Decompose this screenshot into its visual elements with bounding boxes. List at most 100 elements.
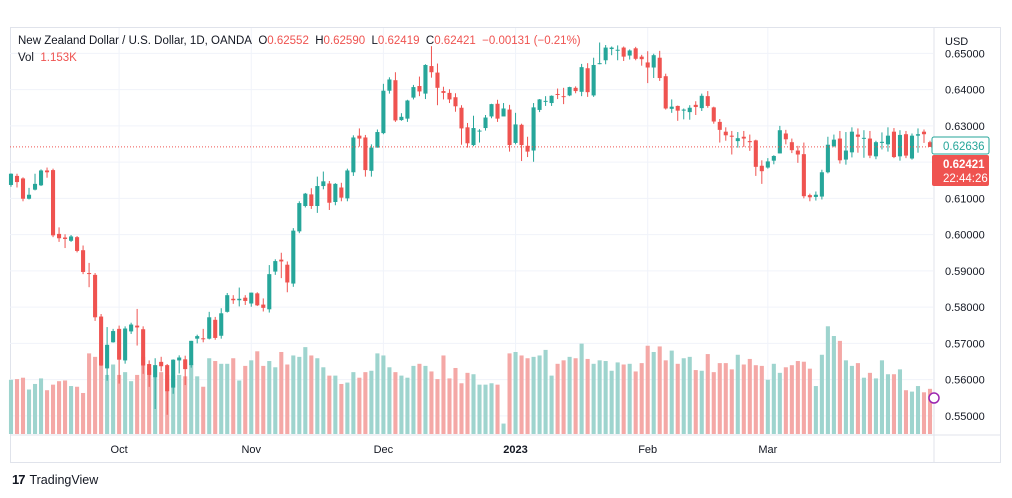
candle-body[interactable]	[669, 106, 674, 109]
candle-body[interactable]	[417, 86, 422, 92]
candle-body[interactable]	[663, 76, 668, 109]
candle-body[interactable]	[261, 304, 266, 308]
candle-body[interactable]	[789, 142, 794, 151]
candle-body[interactable]	[183, 359, 188, 370]
candle-body[interactable]	[243, 297, 248, 301]
brand-name[interactable]: TradingView	[29, 472, 99, 487]
candle-body[interactable]	[687, 107, 692, 113]
time-axis[interactable]: Oct Nov Dec 2023 Feb Mar	[111, 444, 778, 456]
candle-body[interactable]	[657, 57, 662, 79]
candle-body[interactable]	[405, 100, 410, 119]
candle-body[interactable]	[855, 134, 860, 137]
candle-body[interactable]	[285, 264, 290, 283]
candle-body[interactable]	[675, 105, 680, 111]
candle-body[interactable]	[651, 55, 656, 68]
candle-body[interactable]	[549, 95, 554, 104]
candle-body[interactable]	[633, 48, 638, 59]
candle-body[interactable]	[26, 194, 32, 199]
candle-body[interactable]	[447, 92, 452, 100]
candle-body[interactable]	[771, 155, 776, 161]
candle-body[interactable]	[465, 127, 470, 144]
candle-body[interactable]	[609, 47, 614, 50]
candle-body[interactable]	[171, 359, 176, 388]
candle-body[interactable]	[225, 295, 230, 312]
candle-body[interactable]	[567, 87, 572, 96]
candle-body[interactable]	[129, 324, 134, 332]
candle-body[interactable]	[603, 47, 608, 61]
candle-body[interactable]	[44, 170, 50, 173]
candle-body[interactable]	[495, 103, 500, 119]
candle-body[interactable]	[32, 183, 38, 190]
candle-body[interactable]	[363, 137, 368, 171]
candle-body[interactable]	[333, 183, 338, 202]
candle-body[interactable]	[795, 150, 800, 155]
candle-body[interactable]	[807, 195, 812, 198]
candle-body[interactable]	[519, 124, 524, 146]
candle-body[interactable]	[531, 107, 536, 151]
candle-body[interactable]	[819, 172, 824, 197]
candle-body[interactable]	[453, 97, 458, 107]
candle-body[interactable]	[627, 50, 632, 56]
candle-body[interactable]	[813, 194, 818, 197]
candle-body[interactable]	[843, 150, 848, 160]
candle-body[interactable]	[87, 273, 92, 275]
candle-body[interactable]	[219, 313, 224, 336]
candle-body[interactable]	[831, 139, 836, 147]
candle-body[interactable]	[38, 170, 44, 186]
candle-body[interactable]	[693, 104, 698, 108]
alert-marker[interactable]	[928, 392, 940, 404]
candle-body[interactable]	[429, 66, 434, 73]
candle-body[interactable]	[879, 141, 884, 143]
candle-body[interactable]	[399, 116, 404, 121]
candle-body[interactable]	[585, 68, 590, 93]
candle-body[interactable]	[69, 236, 74, 241]
candle-body[interactable]	[297, 203, 302, 232]
candle-body[interactable]	[351, 137, 356, 173]
candle-body[interactable]	[765, 161, 770, 168]
candle-body[interactable]	[705, 96, 710, 106]
candle-body[interactable]	[825, 144, 830, 173]
candle-body[interactable]	[849, 131, 854, 153]
candle-body[interactable]	[345, 170, 350, 199]
candle-body[interactable]	[153, 365, 158, 378]
candle-body[interactable]	[255, 293, 260, 306]
candle-body[interactable]	[135, 325, 140, 328]
candle-body[interactable]	[423, 64, 428, 94]
candle-body[interactable]	[201, 338, 206, 340]
candle-body[interactable]	[315, 186, 320, 206]
candle-body[interactable]	[117, 328, 122, 360]
candle-body[interactable]	[573, 87, 578, 92]
candle-body[interactable]	[645, 62, 650, 68]
candle-body[interactable]	[681, 109, 686, 111]
candle-body[interactable]	[921, 131, 927, 135]
candle-body[interactable]	[195, 336, 200, 339]
candle-body[interactable]	[63, 237, 68, 239]
candle-body[interactable]	[759, 165, 764, 172]
candle-body[interactable]	[14, 175, 20, 183]
candle-body[interactable]	[369, 147, 374, 171]
candle-body[interactable]	[639, 56, 644, 60]
candle-body[interactable]	[801, 154, 806, 197]
candle-body[interactable]	[507, 109, 512, 146]
candle-body[interactable]	[891, 131, 897, 158]
price-axis[interactable]: 0.650000.640000.630000.620000.610000.600…	[945, 48, 985, 423]
candle-body[interactable]	[213, 319, 218, 338]
candle-body[interactable]	[435, 72, 440, 88]
candle-body[interactable]	[837, 138, 842, 161]
candle-body[interactable]	[459, 107, 464, 129]
candle-body[interactable]	[897, 134, 903, 157]
candle-body[interactable]	[579, 67, 584, 92]
candle-body[interactable]	[441, 91, 446, 93]
candle-body[interactable]	[873, 142, 878, 157]
candle-body[interactable]	[375, 132, 380, 148]
candle-body[interactable]	[723, 131, 728, 136]
candle-body[interactable]	[861, 137, 866, 139]
tradingview-logo-icon[interactable]: 17	[12, 472, 26, 487]
candle-body[interactable]	[537, 99, 542, 110]
candle-body[interactable]	[165, 365, 170, 392]
candle-body[interactable]	[735, 138, 740, 142]
candle-body[interactable]	[309, 194, 314, 206]
candle-body[interactable]	[357, 135, 362, 139]
candle-body[interactable]	[177, 357, 182, 361]
candle-body[interactable]	[747, 141, 752, 143]
